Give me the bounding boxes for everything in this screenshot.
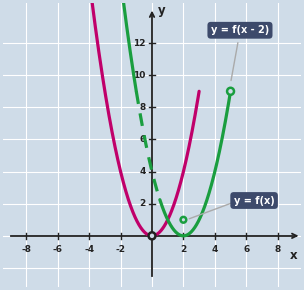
Text: -2: -2 — [116, 245, 126, 254]
Text: 10: 10 — [133, 71, 146, 80]
Text: -4: -4 — [84, 245, 94, 254]
Text: 8: 8 — [140, 103, 146, 112]
Circle shape — [227, 88, 234, 95]
Text: 4: 4 — [212, 245, 218, 254]
Text: y: y — [158, 5, 166, 17]
Text: 2: 2 — [140, 199, 146, 208]
Text: 6: 6 — [243, 245, 249, 254]
Text: x: x — [289, 249, 297, 262]
Text: 6: 6 — [140, 135, 146, 144]
Text: -8: -8 — [21, 245, 31, 254]
Text: 12: 12 — [133, 39, 146, 48]
Text: 2: 2 — [180, 245, 187, 254]
Text: -6: -6 — [53, 245, 63, 254]
Circle shape — [149, 232, 155, 239]
Text: y = f(x): y = f(x) — [234, 195, 275, 206]
Circle shape — [181, 217, 186, 223]
Text: y = f(x - 2): y = f(x - 2) — [211, 25, 269, 35]
Text: 4: 4 — [139, 167, 146, 176]
Text: 8: 8 — [275, 245, 281, 254]
